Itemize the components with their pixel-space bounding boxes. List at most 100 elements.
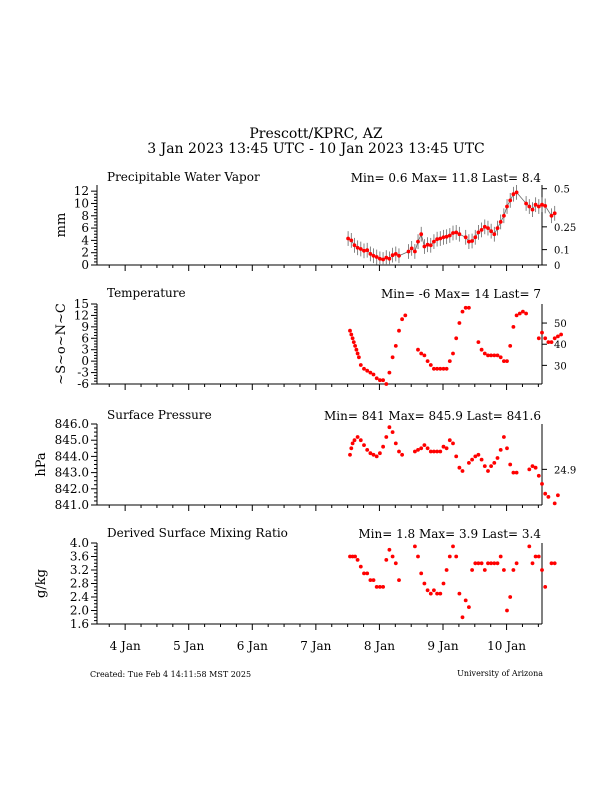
- data-point: [353, 344, 357, 348]
- data-point: [362, 443, 366, 447]
- right-tick-label: 0: [554, 261, 560, 272]
- data-point: [505, 608, 509, 613]
- data-point: [381, 444, 385, 449]
- y-tick-label: 9: [81, 320, 89, 334]
- data-point: [486, 353, 490, 358]
- data-point: [492, 232, 497, 237]
- data-point: [508, 595, 513, 599]
- data-point: [352, 438, 357, 443]
- y-tick-label: 841.0: [55, 498, 89, 512]
- y-tick-label: 12: [74, 308, 89, 322]
- data-point: [530, 561, 535, 566]
- data-point: [482, 224, 487, 229]
- data-point: [505, 359, 509, 363]
- data-point: [374, 585, 379, 589]
- y-tick-label: -3: [77, 366, 89, 380]
- data-point: [524, 311, 528, 316]
- data-point: [438, 236, 443, 241]
- data-point: [454, 454, 459, 459]
- data-point: [422, 353, 427, 358]
- y-tick-label: 8: [81, 209, 89, 223]
- y-tick-label: 3.2: [70, 563, 89, 577]
- y-tick-label: 844.0: [55, 449, 89, 463]
- data-point: [470, 457, 474, 462]
- data-point: [467, 239, 471, 244]
- data-point: [428, 591, 433, 596]
- data-point: [351, 340, 356, 344]
- data-point: [365, 571, 370, 576]
- right-tick-label: 0.5: [554, 185, 570, 196]
- x-tick-label: 10 Jan: [487, 639, 526, 653]
- y-axis-label: hPa: [34, 452, 49, 477]
- data-point: [393, 441, 398, 446]
- x-tick-label: 4 Jan: [110, 639, 141, 653]
- data-point: [413, 544, 417, 549]
- right-tick-label: 0.1: [554, 246, 570, 257]
- data-point: [358, 564, 363, 569]
- y-tick-label: 843.0: [55, 466, 89, 480]
- data-point: [441, 444, 446, 449]
- data-point: [473, 454, 478, 459]
- data-point: [511, 192, 516, 197]
- data-point: [349, 238, 354, 243]
- data-point: [416, 554, 420, 559]
- data-point: [350, 441, 355, 446]
- data-point: [498, 220, 503, 224]
- data-point: [536, 204, 541, 209]
- data-point: [486, 469, 490, 473]
- data-point: [556, 334, 560, 339]
- data-point: [441, 581, 446, 586]
- data-point: [536, 554, 541, 559]
- data-point: [435, 237, 439, 242]
- data-point: [371, 452, 376, 457]
- data-point: [397, 253, 401, 258]
- data-point: [559, 332, 563, 337]
- data-point: [365, 448, 370, 452]
- data-point: [378, 378, 382, 383]
- data-point: [387, 547, 392, 552]
- data-point: [413, 449, 417, 454]
- data-point: [514, 313, 519, 318]
- data-point: [428, 363, 433, 367]
- data-point: [502, 359, 506, 363]
- data-point: [355, 558, 360, 562]
- data-point: [540, 482, 544, 486]
- data-point: [371, 253, 376, 258]
- data-point: [460, 469, 465, 473]
- data-point: [473, 561, 478, 566]
- data-point: [502, 213, 506, 218]
- y-axis-label: mm: [54, 213, 69, 238]
- data-point: [454, 554, 459, 559]
- data-point: [527, 204, 532, 209]
- data-point: [479, 561, 484, 566]
- data-point: [416, 448, 420, 452]
- data-point: [358, 438, 363, 443]
- data-point: [447, 233, 452, 238]
- data-point: [457, 321, 462, 325]
- data-point: [527, 467, 532, 472]
- data-point: [451, 231, 455, 235]
- data-point: [355, 351, 360, 356]
- figure-title: Prescott/KPRC, AZ: [249, 126, 382, 142]
- panel-title: Derived Surface Mixing Ratio: [107, 526, 288, 540]
- data-point: [514, 190, 519, 195]
- data-point: [517, 311, 522, 316]
- data-point: [438, 449, 443, 454]
- x-tick-label: 8 Jan: [364, 639, 395, 653]
- data-point: [381, 257, 385, 262]
- data-point: [435, 449, 439, 454]
- data-point: [540, 568, 544, 572]
- data-point: [454, 230, 459, 235]
- data-point: [476, 230, 481, 235]
- data-point: [444, 234, 449, 239]
- data-point: [457, 591, 462, 596]
- data-point: [371, 372, 376, 377]
- data-point: [441, 366, 446, 371]
- panel-stats: Min= 1.8 Max= 3.9 Last= 3.4: [358, 527, 541, 541]
- data-point: [463, 305, 468, 310]
- data-point: [521, 309, 525, 314]
- data-point: [387, 370, 392, 375]
- data-point: [365, 368, 370, 373]
- data-point: [374, 376, 379, 381]
- data-point: [393, 344, 398, 348]
